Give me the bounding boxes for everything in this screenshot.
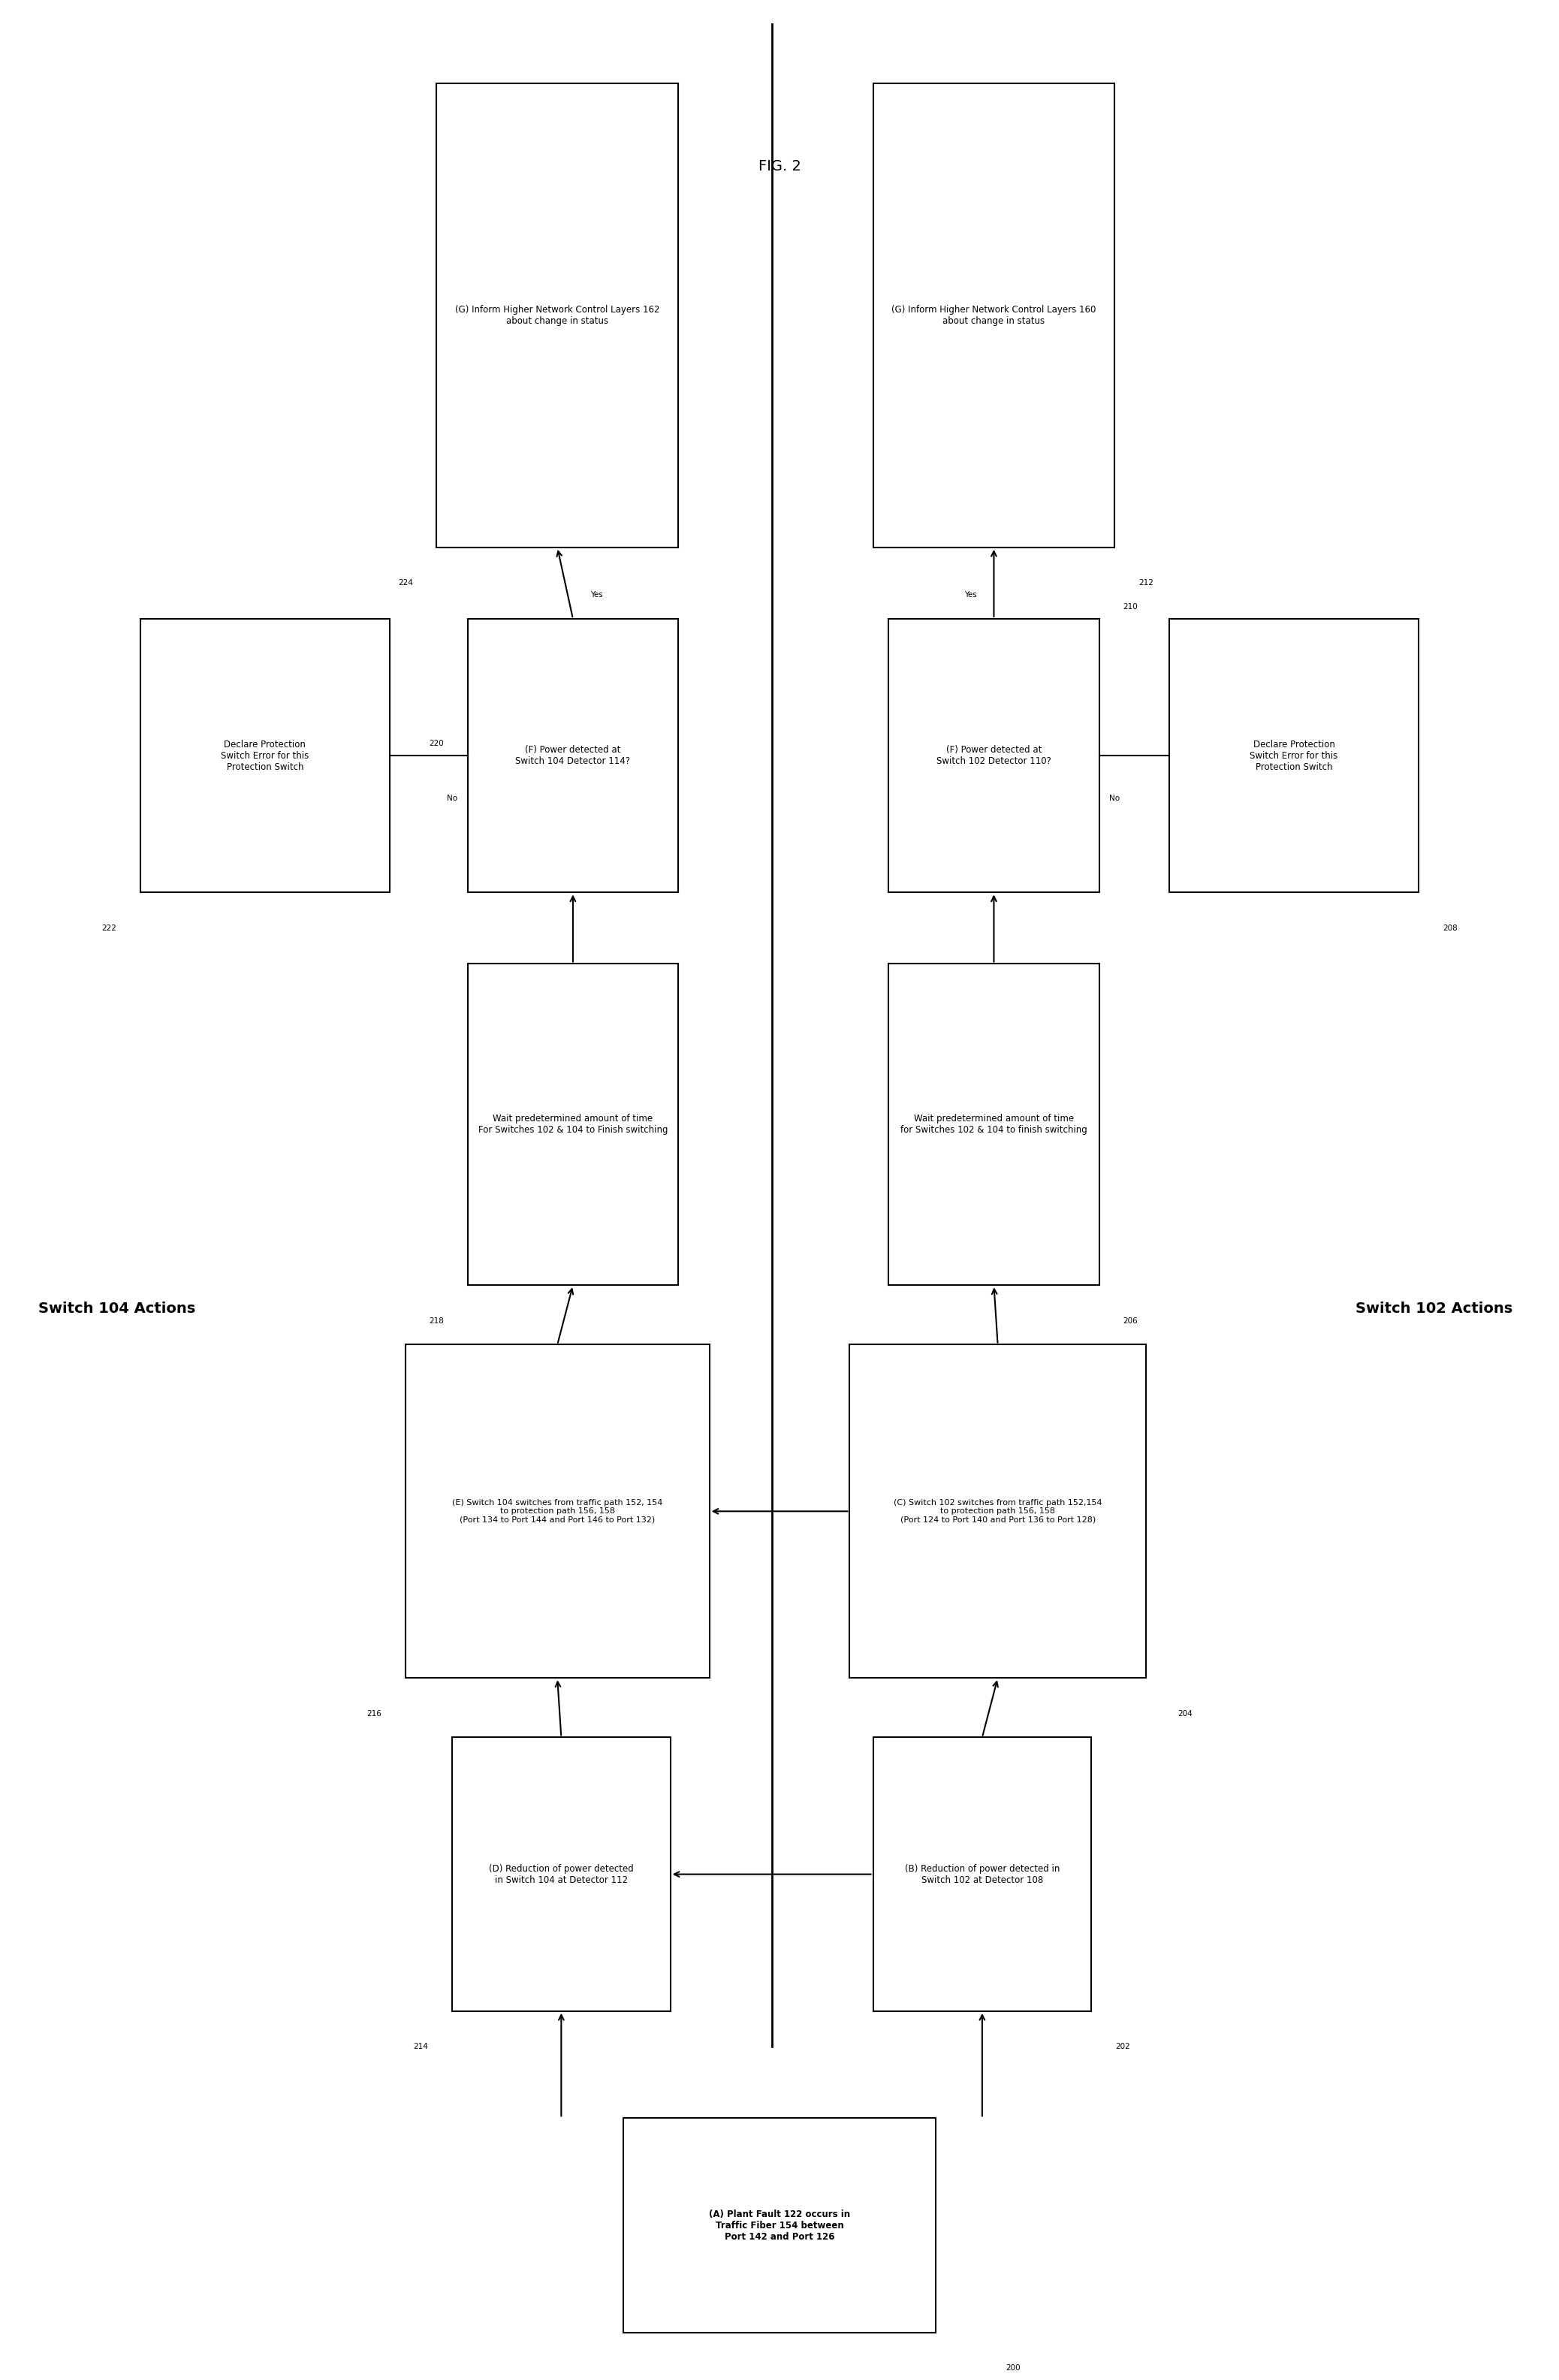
Text: Switch 102 Actions: Switch 102 Actions xyxy=(1356,1302,1512,1316)
Bar xyxy=(1169,619,1419,893)
Bar xyxy=(889,964,1099,1285)
Text: Declare Protection
Switch Error for this
Protection Switch: Declare Protection Switch Error for this… xyxy=(1250,740,1338,771)
Text: (C) Switch 102 switches from traffic path 152,154
to protection path 156, 158
(P: (C) Switch 102 switches from traffic pat… xyxy=(893,1499,1102,1523)
Bar xyxy=(452,1737,670,2011)
Text: 218: 218 xyxy=(429,1316,444,1326)
Text: (G) Inform Higher Network Control Layers 162
about change in status: (G) Inform Higher Network Control Layers… xyxy=(455,305,659,326)
Text: Yes: Yes xyxy=(589,590,603,600)
Text: Yes: Yes xyxy=(963,590,977,600)
Text: No: No xyxy=(1110,795,1119,802)
Bar xyxy=(468,964,678,1285)
Text: 216: 216 xyxy=(366,1709,382,1718)
Text: Switch 104 Actions: Switch 104 Actions xyxy=(39,1302,195,1316)
Text: 214: 214 xyxy=(413,2042,429,2052)
Bar xyxy=(624,2118,935,2332)
Text: Declare Protection
Switch Error for this
Protection Switch: Declare Protection Switch Error for this… xyxy=(221,740,309,771)
Text: 212: 212 xyxy=(1138,578,1154,588)
Text: 202: 202 xyxy=(1115,2042,1130,2052)
Bar xyxy=(437,83,678,547)
Text: 206: 206 xyxy=(1122,1316,1138,1326)
Bar xyxy=(468,619,678,893)
Text: (D) Reduction of power detected
in Switch 104 at Detector 112: (D) Reduction of power detected in Switc… xyxy=(490,1864,633,1885)
Text: 222: 222 xyxy=(101,923,117,933)
Text: (F) Power detected at
Switch 104 Detector 114?: (F) Power detected at Switch 104 Detecto… xyxy=(516,745,630,766)
Text: (F) Power detected at
Switch 102 Detector 110?: (F) Power detected at Switch 102 Detecto… xyxy=(937,745,1051,766)
Bar xyxy=(850,1345,1146,1678)
Text: FIG. 2: FIG. 2 xyxy=(758,159,801,174)
Text: (A) Plant Fault 122 occurs in
Traffic Fiber 154 between
Port 142 and Port 126: (A) Plant Fault 122 occurs in Traffic Fi… xyxy=(709,2209,850,2242)
Text: No: No xyxy=(447,795,457,802)
Text: 200: 200 xyxy=(1006,2363,1021,2373)
Bar xyxy=(405,1345,709,1678)
Text: (B) Reduction of power detected in
Switch 102 at Detector 108: (B) Reduction of power detected in Switc… xyxy=(904,1864,1060,1885)
Text: (E) Switch 104 switches from traffic path 152, 154
to protection path 156, 158
(: (E) Switch 104 switches from traffic pat… xyxy=(452,1499,663,1523)
Bar xyxy=(873,1737,1091,2011)
Bar xyxy=(873,83,1115,547)
Text: 208: 208 xyxy=(1442,923,1458,933)
Text: 220: 220 xyxy=(429,740,444,747)
Text: 210: 210 xyxy=(1122,602,1138,612)
Text: Wait predetermined amount of time
for Switches 102 & 104 to finish switching: Wait predetermined amount of time for Sw… xyxy=(901,1114,1087,1135)
Text: (G) Inform Higher Network Control Layers 160
about change in status: (G) Inform Higher Network Control Layers… xyxy=(892,305,1096,326)
Text: Wait predetermined amount of time
For Switches 102 & 104 to Finish switching: Wait predetermined amount of time For Sw… xyxy=(479,1114,667,1135)
Text: 224: 224 xyxy=(398,578,413,588)
Bar xyxy=(889,619,1099,893)
Text: 204: 204 xyxy=(1177,1709,1193,1718)
Bar xyxy=(140,619,390,893)
